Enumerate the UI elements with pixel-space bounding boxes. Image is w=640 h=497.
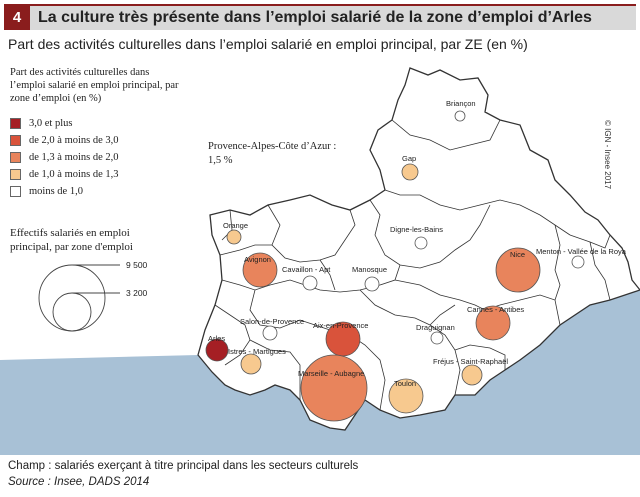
paca-note-value: 1,5 % xyxy=(208,155,233,166)
size-value-small: 3 200 xyxy=(126,288,148,298)
zone-label: Marseille - Aubagne xyxy=(298,369,364,378)
copyright: © IGN - Insee 2017 xyxy=(603,120,612,190)
zone-label: Cavaillon - Apt xyxy=(282,265,331,274)
zone-label: Gap xyxy=(402,154,416,163)
size-legend-title: Effectifs salariés en emploi principal, … xyxy=(10,227,133,253)
zone-label: Aix-en-Provence xyxy=(313,321,368,330)
legend-label: de 1,3 à moins de 2,0 xyxy=(29,152,119,163)
paca-note-label: Provence-Alpes-Côte d’Azur : xyxy=(208,141,337,152)
size-circle-large xyxy=(38,264,106,332)
zone-label: Toulon xyxy=(394,379,416,388)
legend-item: de 2,0 à moins de 3,0 xyxy=(10,134,190,147)
figure-subtitle: Part des activités culturelles dans l’em… xyxy=(8,36,528,52)
footer-champ: Champ : salariés exerçant à titre princi… xyxy=(8,460,359,472)
bubble-menton xyxy=(571,255,585,269)
size-value-large: 9 500 xyxy=(126,260,148,270)
zone-label: Orange xyxy=(223,221,248,230)
bubble-cavaillon xyxy=(302,275,318,291)
zone-label: Istres - Martigues xyxy=(228,347,286,356)
bubble-orange xyxy=(226,229,242,245)
bubble-avignon xyxy=(242,252,278,288)
zone-labels: Briançon Gap Digne-les-Bains Menton - Va… xyxy=(208,99,627,388)
legend-label: moins de 1,0 xyxy=(29,186,83,197)
legend-item: moins de 1,0 xyxy=(10,185,190,198)
bubble-digne xyxy=(414,236,428,250)
bubble-marseille xyxy=(300,354,368,422)
legend-label: 3,0 et plus xyxy=(29,118,73,129)
zone-label: Manosque xyxy=(352,265,387,274)
zone-label: Cannes - Antibes xyxy=(467,305,524,314)
map: Briançon Gap Digne-les-Bains Menton - Va… xyxy=(0,67,640,455)
bubble-gap xyxy=(401,163,419,181)
figure-number: 4 xyxy=(4,6,30,30)
zone-label: Arles xyxy=(208,334,225,343)
legend-swatch xyxy=(10,169,21,180)
bubble-toulon xyxy=(388,378,424,414)
figure-header: 4 La culture très présente dans l’emploi… xyxy=(4,4,636,30)
legend-label: de 1,0 à moins de 1,3 xyxy=(29,169,119,180)
legend-label: de 2,0 à moins de 3,0 xyxy=(29,135,119,146)
zone-label: Avignon xyxy=(244,255,271,264)
size-circle-small xyxy=(52,292,92,332)
legend-item: 3,0 et plus xyxy=(10,117,190,130)
bubble-cannes xyxy=(475,305,511,341)
bubble-manosque xyxy=(364,276,380,292)
zone-label: Digne-les-Bains xyxy=(390,225,443,234)
size-legend xyxy=(38,264,120,332)
zone-bubbles xyxy=(205,110,585,422)
paca-note: Provence-Alpes-Côte d’Azur : 1,5 % xyxy=(208,140,336,168)
legend-item: de 1,3 à moins de 2,0 xyxy=(10,151,190,164)
bubble-briancon xyxy=(454,110,466,122)
legend-swatch xyxy=(10,118,21,129)
sea xyxy=(0,290,640,455)
zone-label: Fréjus - Saint-Raphaël xyxy=(433,357,508,366)
legend-item: de 1,0 à moins de 1,3 xyxy=(10,168,190,181)
legend-swatch xyxy=(10,135,21,146)
legend-title: Part des activités culturelles dans l’em… xyxy=(10,67,179,104)
legend-swatch xyxy=(10,152,21,163)
bubble-arles xyxy=(205,338,229,362)
bubble-frejus xyxy=(461,364,483,386)
zone-label: Briançon xyxy=(446,99,476,108)
legend-swatch xyxy=(10,186,21,197)
bubble-istres xyxy=(240,353,262,375)
bubble-nice xyxy=(495,247,541,293)
bubble-draguignan xyxy=(430,331,444,345)
zone-label: Salon-de-Provence xyxy=(240,317,304,326)
zone-label: Nice xyxy=(510,250,525,259)
zone-label: Menton - Vallée de la Roya xyxy=(536,247,627,256)
figure-title: La culture très présente dans l’emploi s… xyxy=(38,9,592,26)
bubble-salon xyxy=(262,325,278,341)
zone-label: Draguignan xyxy=(416,323,455,332)
color-legend: Part des activités culturelles dans l’em… xyxy=(10,66,190,198)
footer-source: Source : Insee, DADS 2014 xyxy=(8,476,150,488)
